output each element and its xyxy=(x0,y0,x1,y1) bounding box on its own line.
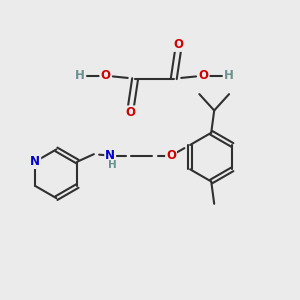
Text: N: N xyxy=(30,155,40,168)
Text: N: N xyxy=(105,149,115,162)
Text: H: H xyxy=(75,69,85,82)
Text: H: H xyxy=(224,69,234,82)
Text: O: O xyxy=(126,106,136,119)
Text: O: O xyxy=(166,149,176,162)
Text: O: O xyxy=(199,69,208,82)
Text: O: O xyxy=(100,69,110,82)
Text: O: O xyxy=(173,38,183,51)
Text: H: H xyxy=(108,160,117,170)
